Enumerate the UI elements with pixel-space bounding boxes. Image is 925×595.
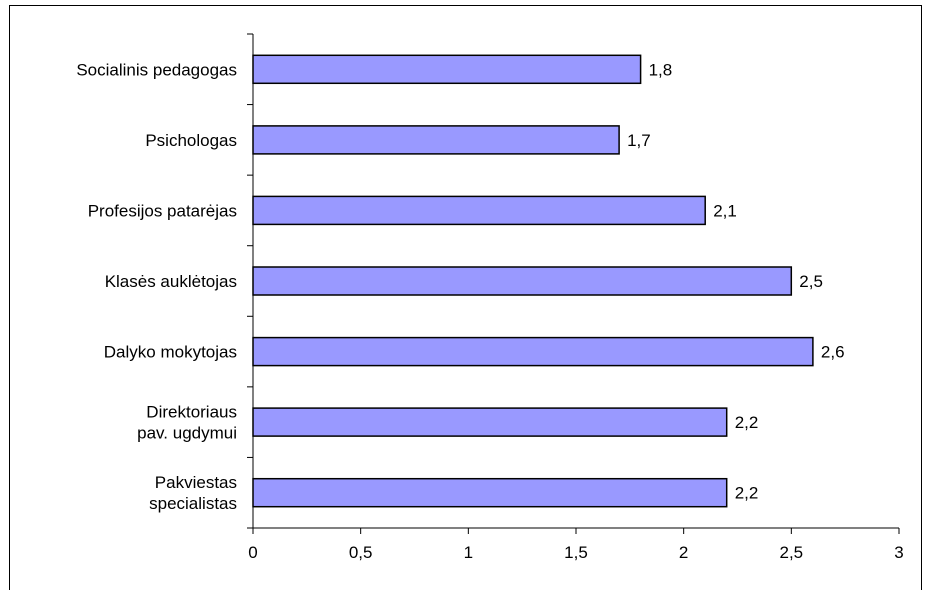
bar: [252, 336, 814, 367]
bar: [252, 407, 728, 437]
category-label: Socialinis pedagogas: [76, 60, 237, 79]
bar: [252, 54, 642, 85]
bar-value-label: 1,7: [627, 131, 651, 150]
bar: [252, 125, 620, 155]
category-label: Direktoriaus pav. ugdymui: [137, 403, 237, 443]
bar-value-label: 2,5: [799, 272, 823, 291]
category-label: Dalyko mokytojas: [104, 343, 237, 362]
bar-value-label: 2,6: [821, 343, 845, 362]
category-label: Pakviestas specialistas: [149, 473, 237, 513]
category-label: Klasės auklėtojas: [105, 272, 237, 291]
bar-value-label: 2,1: [713, 201, 737, 220]
x-tick-label: 2: [679, 543, 688, 562]
bar-value-label: 2,2: [735, 413, 759, 432]
bar: [252, 266, 793, 296]
x-tick-label: 1: [464, 543, 473, 562]
x-tick-label: 3: [894, 543, 903, 562]
x-tick-label: 0,5: [349, 543, 373, 562]
category-label: Profesijos patarėjas: [88, 201, 237, 220]
x-tick-label: 1,5: [564, 543, 588, 562]
x-tick-label: 2,5: [780, 543, 804, 562]
bar-value-label: 1,8: [649, 60, 673, 79]
bar: [252, 477, 728, 508]
bar-value-label: 2,2: [735, 484, 759, 503]
x-tick-label: 0: [248, 543, 257, 562]
bar: [252, 195, 706, 226]
category-label: Psichologas: [145, 131, 237, 150]
